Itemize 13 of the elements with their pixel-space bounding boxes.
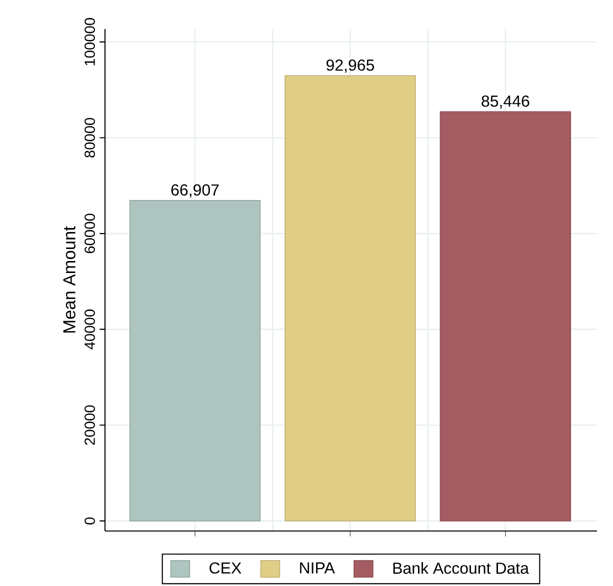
y-axis-title: Mean Amount — [63, 226, 76, 333]
legend-label: CEX — [210, 562, 242, 574]
data-label: 85,446 — [482, 96, 530, 109]
y-tick-label: 100000 — [84, 18, 95, 66]
legend-label: NIPA — [300, 562, 335, 574]
y-tick-label: 0 — [84, 517, 95, 524]
y-tick-label: 20000 — [84, 405, 95, 445]
y-tick-label: 80000 — [84, 118, 95, 158]
y-tick-label: 60000 — [84, 214, 95, 254]
y-tick-label: 40000 — [84, 310, 95, 350]
data-label: 66,907 — [171, 184, 219, 198]
legend-label: Bank Account Data — [393, 562, 529, 574]
data-label: 92,965 — [326, 59, 374, 73]
